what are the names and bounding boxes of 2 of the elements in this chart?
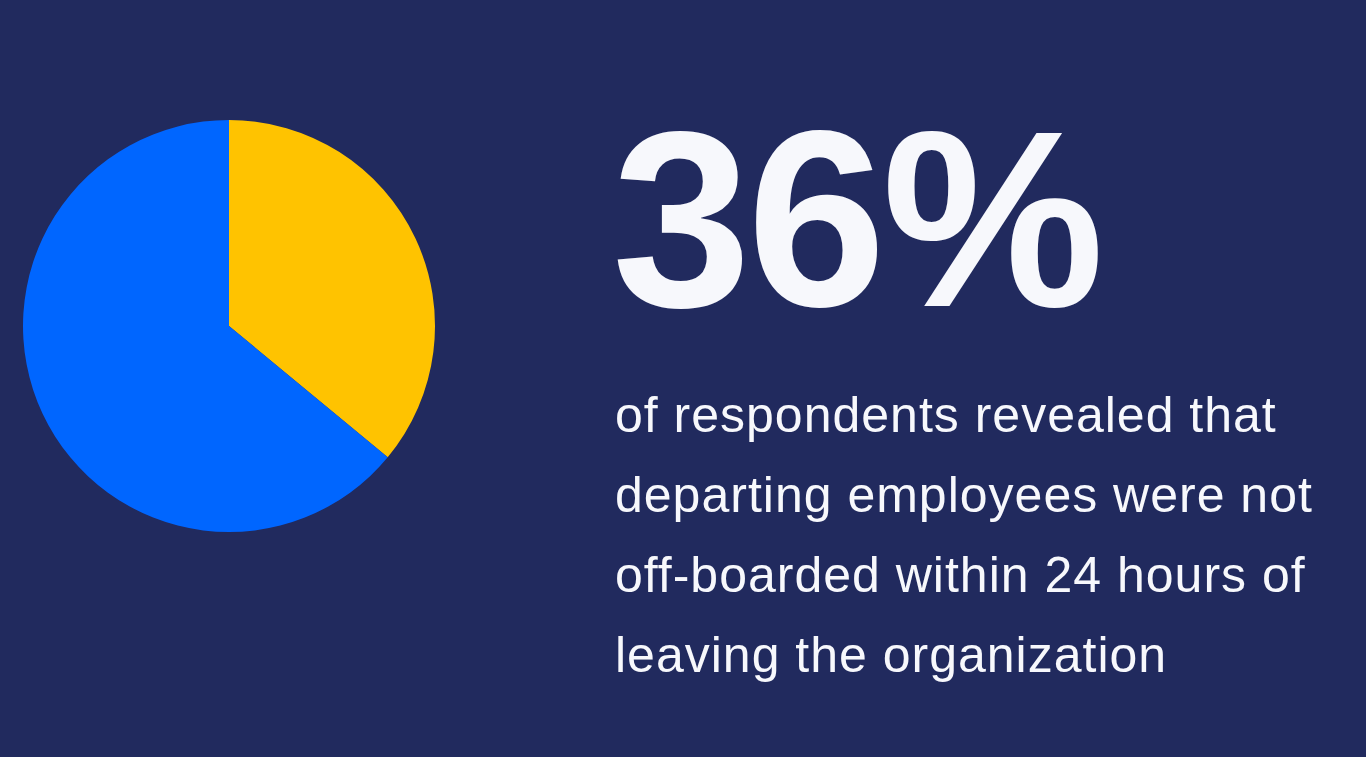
chart-title: 36% bbox=[612, 80, 1101, 359]
text: of respondents revealed that departing employees were not off-boarded within 24 hours of leaving the organization bbox=[615, 386, 1314, 685]
